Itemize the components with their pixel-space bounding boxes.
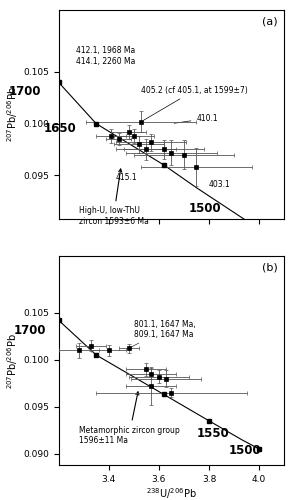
Text: 1700: 1700 (13, 324, 46, 337)
Text: 1700: 1700 (8, 86, 41, 98)
Text: 801.1, 1647 Ma,
809.1, 1647 Ma: 801.1, 1647 Ma, 809.1, 1647 Ma (131, 320, 195, 347)
Text: 415.1: 415.1 (115, 168, 139, 182)
Text: 1500: 1500 (189, 202, 222, 215)
Text: 412.1, 1968 Ma
414.1, 2260 Ma: 412.1, 1968 Ma 414.1, 2260 Ma (76, 46, 136, 66)
Text: 405.2 (cf 405.1, at 1599±7): 405.2 (cf 405.1, at 1599±7) (141, 86, 248, 120)
Text: High-U, low-ThU
zircon 1593±6 Ma: High-U, low-ThU zircon 1593±6 Ma (79, 169, 149, 226)
Text: 1650: 1650 (43, 122, 76, 134)
Text: 1550: 1550 (197, 428, 229, 440)
Text: (a): (a) (262, 16, 277, 26)
Text: 1500: 1500 (229, 444, 262, 458)
Y-axis label: $^{207}$Pb/$^{206}$Pb: $^{207}$Pb/$^{206}$Pb (6, 86, 20, 142)
Text: (b): (b) (262, 262, 277, 272)
Y-axis label: $^{207}$Pb/$^{206}$Pb: $^{207}$Pb/$^{206}$Pb (6, 333, 20, 388)
Text: Metamorphic zircon group
1596±11 Ma: Metamorphic zircon group 1596±11 Ma (79, 392, 179, 445)
Text: 403.1: 403.1 (199, 178, 231, 190)
X-axis label: $^{238}$U/$^{206}$Pb: $^{238}$U/$^{206}$Pb (146, 486, 197, 500)
Text: 410.1: 410.1 (174, 114, 218, 124)
